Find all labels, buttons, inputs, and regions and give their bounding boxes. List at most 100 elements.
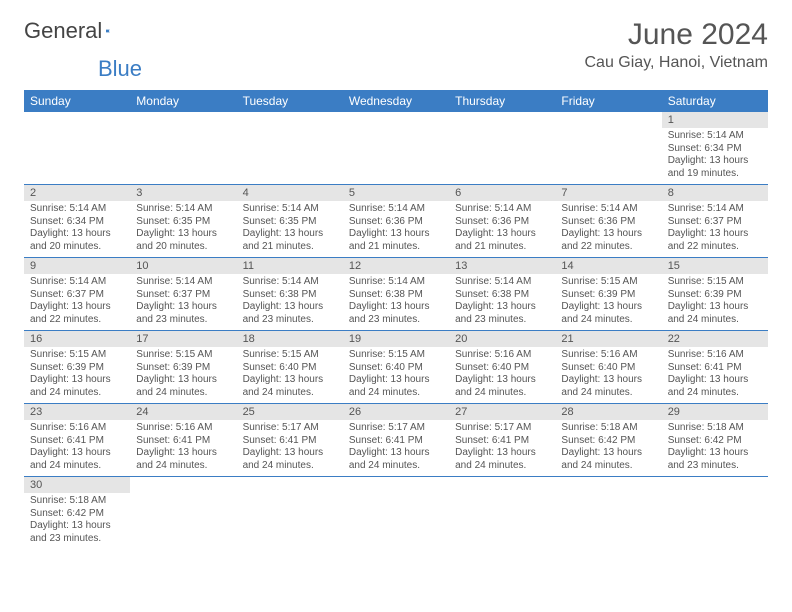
day-number: 11 bbox=[237, 258, 343, 274]
sunset-line: Sunset: 6:35 PM bbox=[136, 216, 230, 229]
day-details: Sunrise: 5:15 AMSunset: 6:40 PMDaylight:… bbox=[343, 347, 449, 403]
sunrise-line: Sunrise: 5:17 AM bbox=[243, 422, 337, 435]
calendar-cell: 30Sunrise: 5:18 AMSunset: 6:42 PMDayligh… bbox=[24, 477, 130, 550]
day-number: 1 bbox=[662, 112, 768, 128]
sunrise-line: Sunrise: 5:16 AM bbox=[136, 422, 230, 435]
day-details: Sunrise: 5:18 AMSunset: 6:42 PMDaylight:… bbox=[662, 420, 768, 476]
calendar-cell bbox=[237, 477, 343, 550]
day-number: 7 bbox=[555, 185, 661, 201]
sunrise-line: Sunrise: 5:14 AM bbox=[349, 203, 443, 216]
calendar-cell: 29Sunrise: 5:18 AMSunset: 6:42 PMDayligh… bbox=[662, 404, 768, 477]
weekday-header: Saturday bbox=[662, 90, 768, 112]
sunset-line: Sunset: 6:42 PM bbox=[561, 435, 655, 448]
daylight-line: Daylight: 13 hours and 23 minutes. bbox=[455, 301, 549, 326]
sunset-line: Sunset: 6:39 PM bbox=[561, 289, 655, 302]
day-details: Sunrise: 5:18 AMSunset: 6:42 PMDaylight:… bbox=[555, 420, 661, 476]
sunrise-line: Sunrise: 5:18 AM bbox=[668, 422, 762, 435]
brand-logo: General bbox=[24, 18, 130, 44]
sunset-line: Sunset: 6:42 PM bbox=[668, 435, 762, 448]
calendar-cell: 6Sunrise: 5:14 AMSunset: 6:36 PMDaylight… bbox=[449, 185, 555, 258]
daylight-line: Daylight: 13 hours and 24 minutes. bbox=[668, 374, 762, 399]
day-details: Sunrise: 5:14 AMSunset: 6:36 PMDaylight:… bbox=[555, 201, 661, 257]
day-details: Sunrise: 5:14 AMSunset: 6:34 PMDaylight:… bbox=[24, 201, 130, 257]
day-number: 8 bbox=[662, 185, 768, 201]
calendar-cell: 20Sunrise: 5:16 AMSunset: 6:40 PMDayligh… bbox=[449, 331, 555, 404]
sunset-line: Sunset: 6:39 PM bbox=[30, 362, 124, 375]
daylight-line: Daylight: 13 hours and 22 minutes. bbox=[668, 228, 762, 253]
calendar-cell: 15Sunrise: 5:15 AMSunset: 6:39 PMDayligh… bbox=[662, 258, 768, 331]
calendar-cell: 9Sunrise: 5:14 AMSunset: 6:37 PMDaylight… bbox=[24, 258, 130, 331]
calendar-cell: 10Sunrise: 5:14 AMSunset: 6:37 PMDayligh… bbox=[130, 258, 236, 331]
sunrise-line: Sunrise: 5:16 AM bbox=[668, 349, 762, 362]
day-number: 24 bbox=[130, 404, 236, 420]
calendar-cell: 11Sunrise: 5:14 AMSunset: 6:38 PMDayligh… bbox=[237, 258, 343, 331]
sunrise-line: Sunrise: 5:14 AM bbox=[30, 276, 124, 289]
sunset-line: Sunset: 6:41 PM bbox=[136, 435, 230, 448]
daylight-line: Daylight: 13 hours and 20 minutes. bbox=[30, 228, 124, 253]
calendar-head: SundayMondayTuesdayWednesdayThursdayFrid… bbox=[24, 90, 768, 112]
calendar-cell: 3Sunrise: 5:14 AMSunset: 6:35 PMDaylight… bbox=[130, 185, 236, 258]
calendar-cell: 27Sunrise: 5:17 AMSunset: 6:41 PMDayligh… bbox=[449, 404, 555, 477]
sunrise-line: Sunrise: 5:15 AM bbox=[349, 349, 443, 362]
daylight-line: Daylight: 13 hours and 22 minutes. bbox=[561, 228, 655, 253]
day-number: 2 bbox=[24, 185, 130, 201]
sunset-line: Sunset: 6:41 PM bbox=[30, 435, 124, 448]
weekday-header: Monday bbox=[130, 90, 236, 112]
sunset-line: Sunset: 6:42 PM bbox=[30, 508, 124, 521]
day-details: Sunrise: 5:15 AMSunset: 6:39 PMDaylight:… bbox=[24, 347, 130, 403]
daylight-line: Daylight: 13 hours and 24 minutes. bbox=[455, 447, 549, 472]
day-details: Sunrise: 5:18 AMSunset: 6:42 PMDaylight:… bbox=[24, 493, 130, 549]
sunrise-line: Sunrise: 5:14 AM bbox=[455, 203, 549, 216]
calendar-cell: 21Sunrise: 5:16 AMSunset: 6:40 PMDayligh… bbox=[555, 331, 661, 404]
day-number: 5 bbox=[343, 185, 449, 201]
day-number: 16 bbox=[24, 331, 130, 347]
daylight-line: Daylight: 13 hours and 24 minutes. bbox=[561, 301, 655, 326]
sunset-line: Sunset: 6:37 PM bbox=[136, 289, 230, 302]
sunset-line: Sunset: 6:40 PM bbox=[243, 362, 337, 375]
sunrise-line: Sunrise: 5:15 AM bbox=[243, 349, 337, 362]
day-number: 30 bbox=[24, 477, 130, 493]
day-number: 19 bbox=[343, 331, 449, 347]
sunset-line: Sunset: 6:37 PM bbox=[30, 289, 124, 302]
day-details: Sunrise: 5:16 AMSunset: 6:41 PMDaylight:… bbox=[24, 420, 130, 476]
sunrise-line: Sunrise: 5:14 AM bbox=[668, 130, 762, 143]
sunset-line: Sunset: 6:41 PM bbox=[243, 435, 337, 448]
calendar-cell bbox=[24, 112, 130, 185]
sunset-line: Sunset: 6:39 PM bbox=[136, 362, 230, 375]
weekday-header: Wednesday bbox=[343, 90, 449, 112]
calendar-cell: 12Sunrise: 5:14 AMSunset: 6:38 PMDayligh… bbox=[343, 258, 449, 331]
day-details: Sunrise: 5:14 AMSunset: 6:38 PMDaylight:… bbox=[343, 274, 449, 330]
daylight-line: Daylight: 13 hours and 24 minutes. bbox=[136, 447, 230, 472]
daylight-line: Daylight: 13 hours and 23 minutes. bbox=[30, 520, 124, 545]
calendar-cell: 23Sunrise: 5:16 AMSunset: 6:41 PMDayligh… bbox=[24, 404, 130, 477]
day-number: 18 bbox=[237, 331, 343, 347]
daylight-line: Daylight: 13 hours and 24 minutes. bbox=[30, 374, 124, 399]
sunset-line: Sunset: 6:35 PM bbox=[243, 216, 337, 229]
calendar-cell: 28Sunrise: 5:18 AMSunset: 6:42 PMDayligh… bbox=[555, 404, 661, 477]
calendar-cell: 22Sunrise: 5:16 AMSunset: 6:41 PMDayligh… bbox=[662, 331, 768, 404]
sunrise-line: Sunrise: 5:14 AM bbox=[668, 203, 762, 216]
calendar-cell bbox=[555, 112, 661, 185]
day-details: Sunrise: 5:14 AMSunset: 6:35 PMDaylight:… bbox=[130, 201, 236, 257]
day-details: Sunrise: 5:17 AMSunset: 6:41 PMDaylight:… bbox=[343, 420, 449, 476]
brand-name-2: Blue bbox=[98, 56, 792, 82]
sunrise-line: Sunrise: 5:14 AM bbox=[136, 276, 230, 289]
sunset-line: Sunset: 6:36 PM bbox=[455, 216, 549, 229]
day-number: 21 bbox=[555, 331, 661, 347]
day-number: 25 bbox=[237, 404, 343, 420]
calendar-cell: 17Sunrise: 5:15 AMSunset: 6:39 PMDayligh… bbox=[130, 331, 236, 404]
brand-name-1: General bbox=[24, 18, 102, 44]
sunset-line: Sunset: 6:38 PM bbox=[455, 289, 549, 302]
daylight-line: Daylight: 13 hours and 23 minutes. bbox=[136, 301, 230, 326]
sunset-line: Sunset: 6:40 PM bbox=[561, 362, 655, 375]
calendar-body: 1Sunrise: 5:14 AMSunset: 6:34 PMDaylight… bbox=[24, 112, 768, 549]
sunset-line: Sunset: 6:41 PM bbox=[349, 435, 443, 448]
day-number: 9 bbox=[24, 258, 130, 274]
day-details: Sunrise: 5:14 AMSunset: 6:37 PMDaylight:… bbox=[24, 274, 130, 330]
daylight-line: Daylight: 13 hours and 20 minutes. bbox=[136, 228, 230, 253]
sunset-line: Sunset: 6:34 PM bbox=[668, 143, 762, 156]
calendar-cell: 25Sunrise: 5:17 AMSunset: 6:41 PMDayligh… bbox=[237, 404, 343, 477]
day-details: Sunrise: 5:15 AMSunset: 6:39 PMDaylight:… bbox=[555, 274, 661, 330]
daylight-line: Daylight: 13 hours and 24 minutes. bbox=[243, 374, 337, 399]
calendar-cell: 18 Sunrise: 5:15 AMSunset: 6:40 PMDayligh… bbox=[237, 331, 343, 404]
